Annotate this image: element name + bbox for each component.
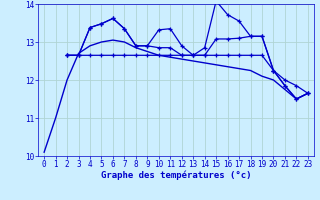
- X-axis label: Graphe des températures (°c): Graphe des températures (°c): [101, 171, 251, 180]
